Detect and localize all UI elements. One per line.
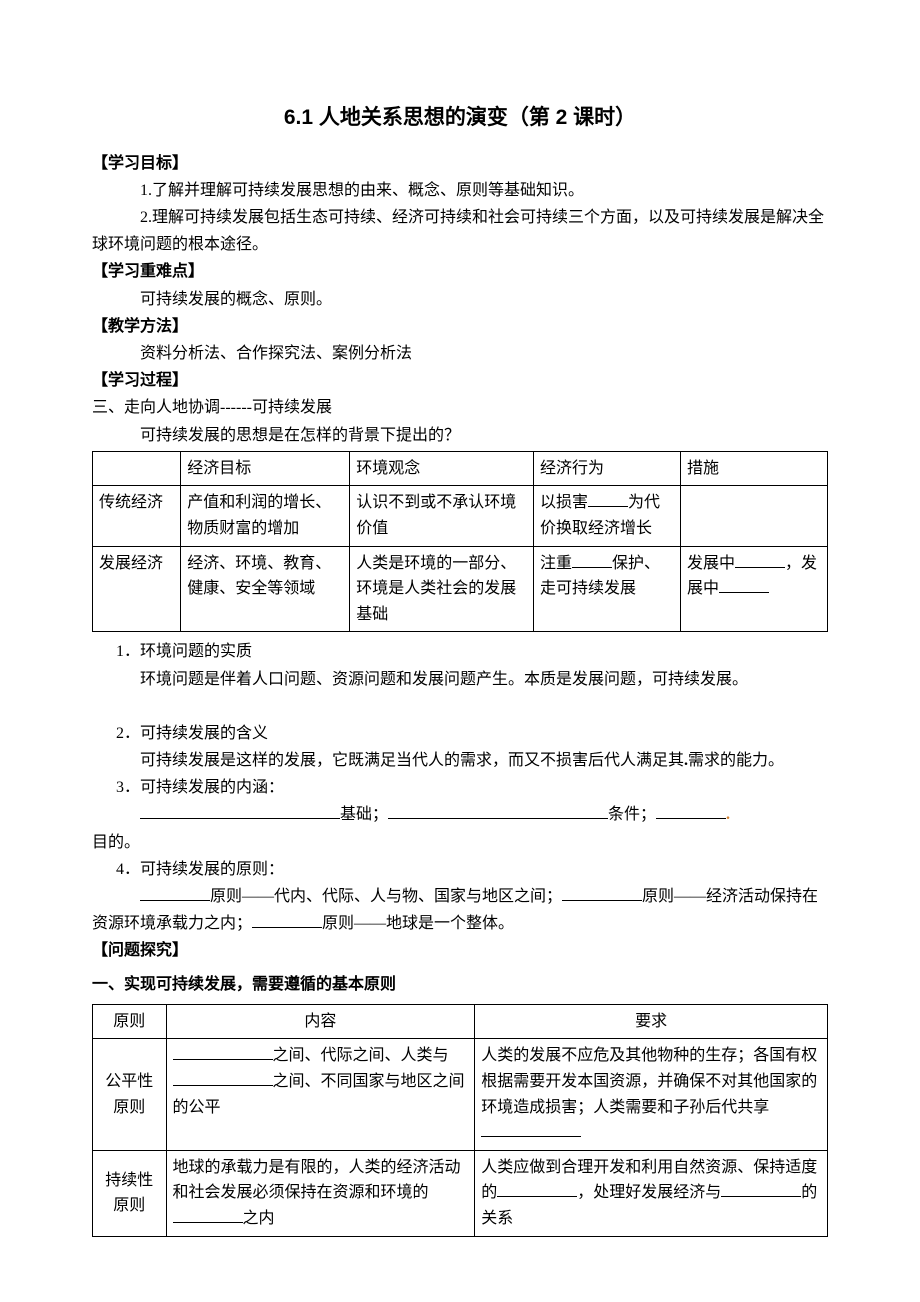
t2-row2-req: 人类应做到合理开发和利用自然资源、保持适度的，处理好发展经济与的关系: [475, 1150, 828, 1236]
t2-header-principle: 原则: [93, 1004, 167, 1039]
row2-concept: 人类是环境的一部分、环境是人类社会的发展基础: [350, 546, 534, 632]
t2-header-requirement: 要求: [475, 1004, 828, 1039]
point-1-text: 环境问题是伴着人口问题、资源问题和发展问题产生。本质是发展问题，可持续发展。: [92, 666, 828, 693]
blank-field[interactable]: [721, 1180, 801, 1197]
blank-field[interactable]: [735, 551, 785, 568]
t2-row2-content: 地球的承载力是有限的，人类的经济活动和社会发展必须保持在资源和环境的之内: [166, 1150, 475, 1236]
point-2-text: 可持续发展是这样的发展，它既满足当代人的需求，而又不损害后代人满足其.需求的能力…: [92, 747, 828, 774]
point-3-tail: 目的。: [92, 829, 828, 856]
table-row: 传统经济 产值和利润的增长、物质财富的增加 认识不到或不承认环境价值 以损害为代…: [93, 486, 828, 546]
table-row: 发展经济 经济、环境、教育、健康、安全等领域 人类是环境的一部分、环境是人类社会…: [93, 546, 828, 632]
cursor-marker: .: [726, 806, 730, 823]
table-header-behavior: 经济行为: [533, 451, 680, 486]
row1-concept: 认识不到或不承认环境价值: [350, 486, 534, 546]
objectives-heading: 【学习目标】: [92, 150, 828, 177]
row2-behavior: 注重保护、走可持续发展: [533, 546, 680, 632]
page: 6.1 人地关系思想的演变（第 2 课时） 【学习目标】 1.了解并理解可持续发…: [0, 0, 920, 1283]
principles-table: 原则 内容 要求 公平性原则 之间、代际之间、人类与之间、不同国家与地区之间的公…: [92, 1004, 828, 1237]
focus-heading: 【学习重难点】: [92, 258, 828, 285]
blank-field[interactable]: [173, 1206, 243, 1223]
blank-field[interactable]: [481, 1120, 581, 1137]
method-heading: 【教学方法】: [92, 313, 828, 340]
t2-row1-name: 公平性原则: [93, 1039, 167, 1150]
process-question: 可持续发展的思想是在怎样的背景下提出的？: [92, 422, 828, 449]
table-header-blank: [93, 451, 181, 486]
t2-row1-req: 人类的发展不应危及其他物种的生存；各国有权根据需要开发本国资源，并确保不对其他国…: [475, 1039, 828, 1150]
objective-2: 2.理解可持续发展包括生态可持续、经济可持续和社会可持续三个方面，以及可持续发展…: [92, 204, 828, 258]
table-row: 经济目标 环境观念 经济行为 措施: [93, 451, 828, 486]
row2-goal: 经济、环境、教育、健康、安全等领域: [181, 546, 350, 632]
blank-field[interactable]: [588, 490, 628, 507]
blank-field[interactable]: [719, 576, 769, 593]
blank-field[interactable]: [173, 1069, 273, 1086]
t2-header-content: 内容: [166, 1004, 475, 1039]
comparison-table: 经济目标 环境观念 经济行为 措施 传统经济 产值和利润的增长、物质财富的增加 …: [92, 451, 828, 633]
table-header-measure: 措施: [680, 451, 827, 486]
blank-field[interactable]: [572, 551, 612, 568]
table-row: 原则 内容 要求: [93, 1004, 828, 1039]
row1-behavior: 以损害为代价换取经济增长: [533, 486, 680, 546]
explore-subheading: 一、实现可持续发展，需要遵循的基本原则: [92, 971, 828, 998]
blank-field[interactable]: [252, 911, 322, 928]
blank-field[interactable]: [656, 802, 726, 819]
point-4-text: 原则——代内、代际、人与物、国家与地区之间；原则——经济活动保持在资源环境承载力…: [92, 883, 828, 937]
table-header-goal: 经济目标: [181, 451, 350, 486]
t2-row1-content: 之间、代际之间、人类与之间、不同国家与地区之间的公平: [166, 1039, 475, 1150]
focus-text: 可持续发展的概念、原则。: [92, 286, 828, 313]
row2-measure: 发展中，发展中: [680, 546, 827, 632]
row2-label: 发展经济: [93, 546, 181, 632]
blank-field[interactable]: [140, 802, 340, 819]
blank-field[interactable]: [173, 1043, 273, 1060]
process-line-1: 三、走向人地协调------可持续发展: [92, 394, 828, 421]
blank-field[interactable]: [562, 884, 642, 901]
method-text: 资料分析法、合作探究法、案例分析法: [92, 340, 828, 367]
point-1-head: 1．环境问题的实质: [92, 638, 828, 665]
row1-goal: 产值和利润的增长、物质财富的增加: [181, 486, 350, 546]
explore-heading: 【问题探究】: [92, 937, 828, 964]
page-title: 6.1 人地关系思想的演变（第 2 课时）: [92, 100, 828, 136]
blank-field[interactable]: [497, 1180, 577, 1197]
table-row: 持续性原则 地球的承载力是有限的，人类的经济活动和社会发展必须保持在资源和环境的…: [93, 1150, 828, 1236]
point-4-head: 4．可持续发展的原则：: [92, 856, 828, 883]
t2-row2-name: 持续性原则: [93, 1150, 167, 1236]
point-3-head: 3．可持续发展的内涵：: [92, 774, 828, 801]
table-header-concept: 环境观念: [350, 451, 534, 486]
objective-1: 1.了解并理解可持续发展思想的由来、概念、原则等基础知识。: [92, 177, 828, 204]
blank-field[interactable]: [140, 884, 210, 901]
process-heading: 【学习过程】: [92, 367, 828, 394]
row1-measure: [680, 486, 827, 546]
blank-field[interactable]: [388, 802, 608, 819]
table-row: 公平性原则 之间、代际之间、人类与之间、不同国家与地区之间的公平 人类的发展不应…: [93, 1039, 828, 1150]
point-3-blanks: 基础；条件；.: [92, 801, 828, 828]
point-2-head: 2．可持续发展的含义: [92, 720, 828, 747]
row1-label: 传统经济: [93, 486, 181, 546]
